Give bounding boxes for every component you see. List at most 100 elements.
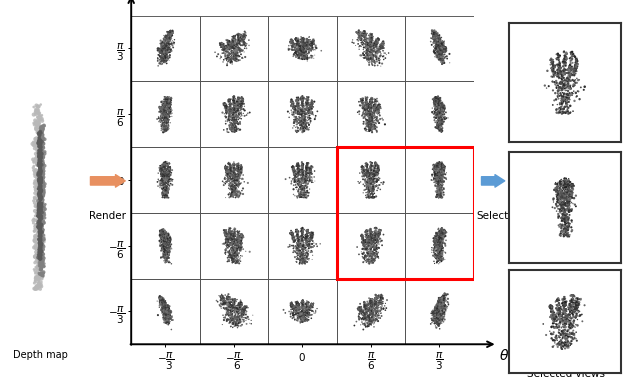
- Point: [358, 245, 368, 251]
- Point: [358, 166, 368, 172]
- Point: [572, 301, 582, 307]
- Point: [367, 163, 377, 169]
- Point: [365, 237, 375, 243]
- Point: [359, 52, 369, 58]
- Point: [302, 47, 312, 53]
- Point: [362, 245, 372, 252]
- Point: [365, 31, 375, 37]
- Point: [367, 238, 378, 244]
- Point: [568, 329, 578, 336]
- Point: [358, 168, 369, 174]
- Point: [432, 179, 442, 185]
- Point: [428, 33, 438, 40]
- Point: [358, 235, 368, 241]
- Point: [35, 161, 45, 167]
- Point: [305, 104, 316, 110]
- Point: [371, 43, 381, 49]
- Point: [372, 172, 382, 178]
- Point: [560, 301, 570, 307]
- Point: [232, 163, 242, 169]
- Point: [364, 117, 374, 123]
- Point: [156, 46, 166, 52]
- Point: [158, 305, 168, 311]
- Point: [230, 248, 240, 254]
- Point: [160, 124, 170, 130]
- Point: [298, 303, 308, 309]
- Point: [231, 313, 241, 319]
- Point: [303, 236, 313, 242]
- Point: [36, 266, 47, 272]
- Point: [227, 109, 237, 116]
- Point: [155, 227, 165, 233]
- Point: [220, 164, 230, 170]
- Point: [429, 33, 439, 39]
- Point: [435, 253, 445, 259]
- Point: [434, 103, 444, 110]
- Point: [434, 159, 444, 165]
- Point: [369, 105, 380, 111]
- Point: [160, 247, 170, 254]
- Point: [438, 60, 449, 67]
- Point: [432, 120, 442, 126]
- Point: [220, 305, 230, 312]
- Point: [354, 251, 364, 258]
- Point: [161, 49, 172, 55]
- Point: [367, 57, 378, 63]
- Point: [223, 304, 233, 310]
- Point: [293, 228, 303, 235]
- Point: [432, 318, 442, 324]
- Point: [436, 40, 447, 46]
- Point: [433, 122, 444, 128]
- Point: [429, 247, 439, 253]
- Point: [287, 44, 298, 51]
- Point: [236, 241, 246, 247]
- Point: [428, 309, 438, 315]
- Point: [159, 236, 170, 242]
- Point: [438, 236, 449, 242]
- Point: [232, 178, 242, 184]
- Point: [230, 123, 241, 129]
- Point: [436, 56, 447, 63]
- Point: [432, 256, 442, 263]
- Point: [556, 209, 566, 215]
- Point: [292, 193, 303, 200]
- Point: [305, 108, 316, 114]
- Point: [362, 257, 372, 263]
- Point: [429, 101, 440, 107]
- Point: [435, 239, 445, 245]
- Point: [434, 52, 444, 58]
- Point: [431, 37, 441, 44]
- Point: [436, 227, 447, 233]
- Point: [239, 36, 249, 42]
- Point: [157, 161, 168, 167]
- Point: [308, 302, 318, 308]
- Point: [358, 110, 369, 116]
- Point: [564, 187, 574, 193]
- Point: [554, 194, 564, 201]
- Point: [223, 302, 234, 308]
- Point: [233, 40, 243, 46]
- Point: [36, 264, 46, 270]
- Point: [228, 103, 239, 109]
- Point: [430, 241, 440, 247]
- Point: [34, 153, 44, 159]
- Point: [439, 297, 449, 303]
- Point: [292, 227, 302, 233]
- Point: [555, 308, 565, 315]
- Point: [164, 112, 174, 119]
- Point: [439, 38, 449, 44]
- Point: [287, 303, 298, 310]
- Point: [369, 257, 380, 263]
- Point: [232, 119, 243, 125]
- Point: [159, 178, 169, 184]
- Point: [164, 52, 175, 58]
- Point: [357, 99, 367, 105]
- Point: [373, 164, 383, 170]
- Point: [437, 316, 447, 322]
- Point: [566, 334, 577, 340]
- Point: [237, 102, 248, 108]
- Point: [434, 235, 444, 241]
- Point: [293, 315, 303, 321]
- Point: [561, 302, 572, 308]
- Point: [233, 103, 243, 109]
